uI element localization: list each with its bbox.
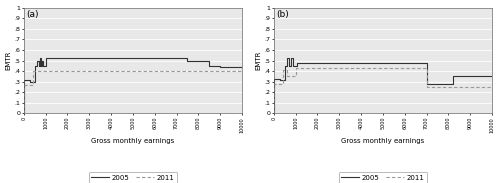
Y-axis label: EMTR: EMTR: [6, 51, 12, 70]
Text: (b): (b): [276, 10, 288, 19]
Y-axis label: EMTR: EMTR: [256, 51, 262, 70]
Text: (a): (a): [26, 10, 38, 19]
Legend: 2005, 2011: 2005, 2011: [88, 172, 177, 183]
Legend: 2005, 2011: 2005, 2011: [338, 172, 427, 183]
X-axis label: Gross monthly earnings: Gross monthly earnings: [91, 138, 174, 144]
X-axis label: Gross monthly earnings: Gross monthly earnings: [341, 138, 424, 144]
